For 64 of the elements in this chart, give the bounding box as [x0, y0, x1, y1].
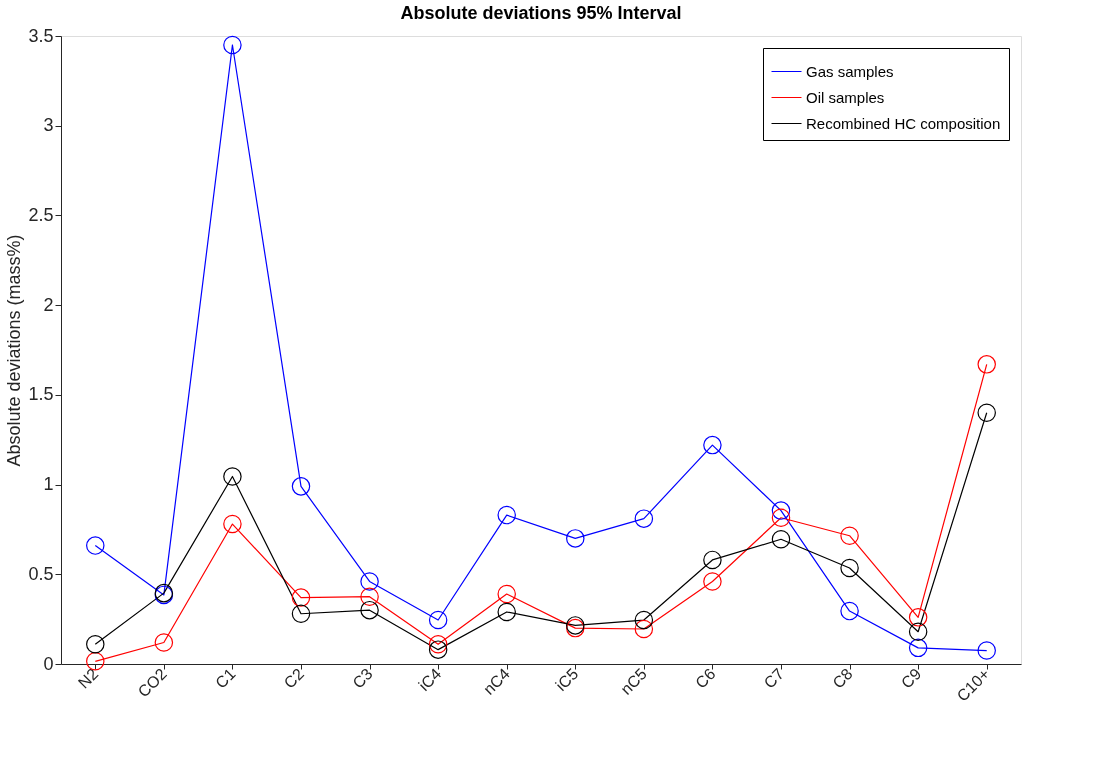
point	[428, 610, 448, 630]
y-tick-label: 3	[43, 115, 54, 136]
x-tick-label: C8	[829, 665, 856, 692]
point	[497, 584, 516, 604]
point	[223, 514, 242, 534]
x-tick-label: nC5	[617, 665, 651, 698]
point	[291, 477, 311, 496]
point	[703, 435, 722, 455]
x-tick-label: C3	[349, 665, 376, 692]
point	[908, 608, 928, 627]
x-tick-label: C1	[212, 665, 239, 692]
point	[223, 467, 242, 486]
point	[771, 508, 791, 528]
point	[977, 403, 996, 423]
point	[840, 601, 859, 621]
x-tick-label: C7	[760, 665, 788, 692]
x-tick-label: N2	[74, 665, 102, 692]
y-tick-label: 0.5	[28, 563, 54, 584]
y-tick-label: 2.5	[28, 204, 54, 225]
point	[634, 619, 654, 639]
point	[634, 509, 654, 528]
legend-label: Oil samples	[806, 88, 885, 106]
point	[634, 610, 654, 630]
point	[977, 641, 996, 660]
point	[703, 572, 722, 591]
point	[223, 35, 242, 55]
y-tick-label: 1	[43, 474, 54, 495]
point	[497, 602, 516, 622]
y-tick-label: 2	[43, 294, 54, 315]
point	[908, 622, 928, 641]
y-tick-label: 3.5	[28, 25, 54, 46]
point	[566, 529, 585, 548]
point	[840, 558, 859, 578]
point	[428, 640, 448, 659]
point	[291, 588, 311, 607]
chart-title: Absolute deviations 95% Interval	[400, 3, 682, 23]
point	[840, 526, 859, 545]
x-tick-label: C6	[692, 665, 719, 692]
point	[291, 604, 311, 623]
point	[771, 501, 791, 520]
point	[360, 587, 379, 606]
point	[771, 530, 791, 549]
point	[908, 638, 928, 658]
x-tick-label: iC5	[552, 665, 582, 695]
point	[428, 635, 448, 654]
legend-label: Recombined HC composition	[806, 114, 1001, 132]
x-tick-label: CO2	[134, 665, 171, 701]
x-tick-label: C9	[897, 665, 925, 692]
y-tick-label: 0	[43, 653, 54, 674]
point	[360, 600, 379, 620]
point	[360, 572, 379, 591]
point	[977, 355, 996, 374]
x-tick-label: C2	[280, 665, 308, 692]
legend-label: Gas samples	[806, 62, 894, 80]
y-axis-title: Absolute deviations (mass%)	[4, 234, 25, 467]
point	[86, 635, 105, 654]
point	[86, 652, 105, 671]
point	[86, 536, 105, 555]
x-tick-label: iC4	[415, 665, 445, 695]
x-tick-label: nC4	[480, 665, 513, 698]
point	[703, 550, 722, 570]
y-tick-label: 1.5	[28, 384, 54, 405]
point	[497, 505, 516, 525]
point	[154, 633, 174, 652]
